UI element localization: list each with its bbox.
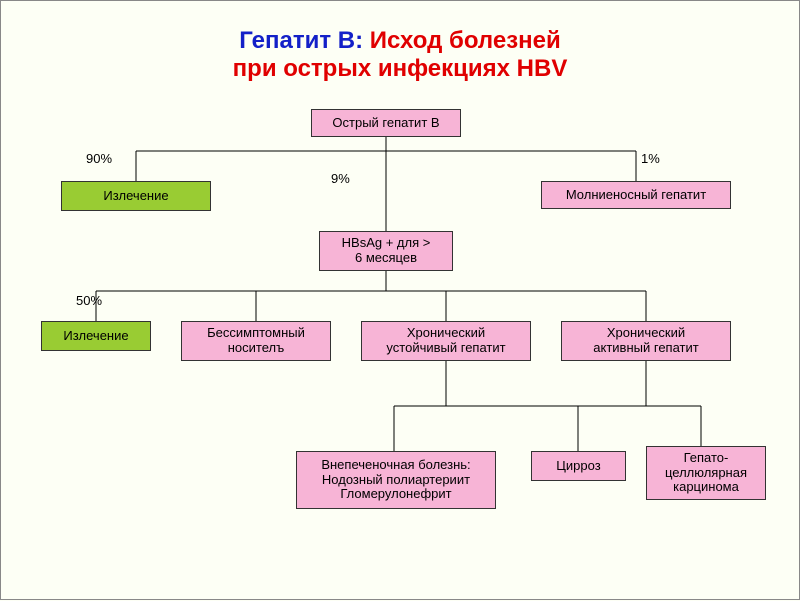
node-extra: Внепеченочная болезнь:Нодозный полиартер… [296, 451, 496, 509]
node-cure2: Излечение [41, 321, 151, 351]
edge-label-p50: 50% [76, 293, 102, 308]
node-fulminant: Молниеносный гепатит [541, 181, 731, 209]
connector-lines [1, 1, 800, 601]
node-hcc: Гепато-целлюлярнаякарцинома [646, 446, 766, 500]
node-hbsag: HBsAg + для >6 месяцев [319, 231, 453, 271]
diagram-title-line1: Гепатит В: Исход болезней [1, 27, 799, 55]
title-part-blue: Гепатит В: [239, 27, 370, 54]
node-asym: Бессимптомныйносителъ [181, 321, 331, 361]
edge-label-p90: 90% [86, 151, 112, 166]
edge-label-p1: 1% [641, 151, 660, 166]
title-part-red-1: Исход болезней [370, 27, 561, 54]
node-chr_pers: Хроническийустойчивый гепатит [361, 321, 531, 361]
node-root: Острый гепатит В [311, 109, 461, 137]
diagram-title-line2: при острых инфекциях HBV [1, 55, 799, 83]
node-cirr: Цирроз [531, 451, 626, 481]
edge-label-p9: 9% [331, 171, 350, 186]
node-chr_act: Хроническийактивный гепатит [561, 321, 731, 361]
node-cure1: Излечение [61, 181, 211, 211]
